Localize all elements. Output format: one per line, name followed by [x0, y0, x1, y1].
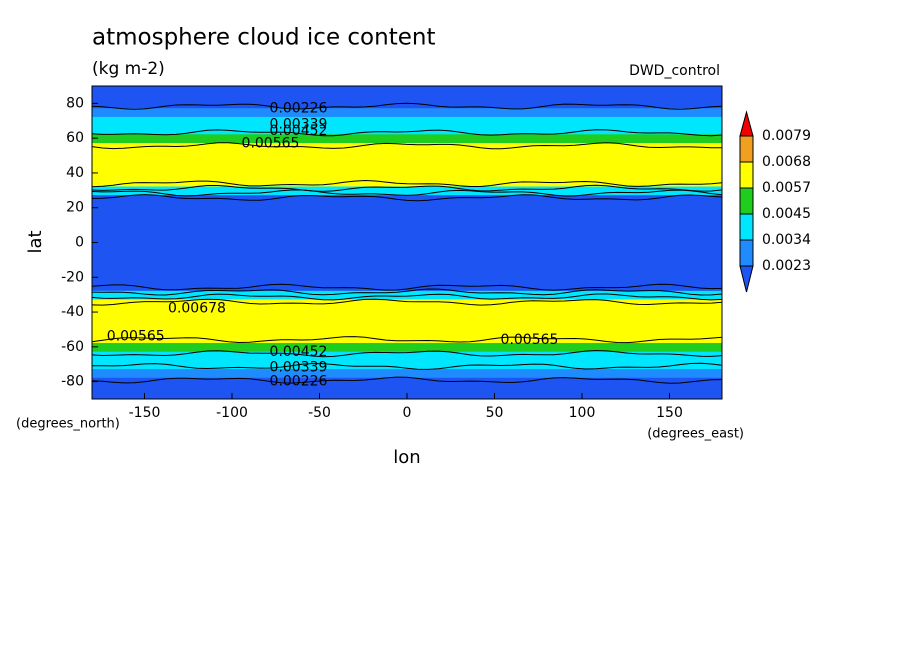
contour-line	[91, 293, 723, 301]
x-tick-label: 100	[569, 405, 596, 421]
colorbar-label: 0.0034	[762, 232, 811, 248]
contour-line	[91, 194, 723, 202]
field-band	[92, 159, 722, 170]
field-band	[92, 359, 722, 370]
contour-label: 0.00565	[242, 135, 300, 151]
x-units: (degrees_east)	[647, 427, 744, 442]
field-band	[92, 264, 722, 274]
field-band	[92, 229, 722, 239]
field-band	[92, 272, 722, 283]
contour-line	[91, 179, 723, 188]
contour-field: 0.002260.003390.004520.005650.006780.005…	[91, 86, 723, 400]
y-tick-label: -80	[61, 374, 84, 390]
field-band	[92, 203, 722, 213]
contour-label: 0.00226	[270, 374, 328, 390]
x-axis-label: lon	[393, 447, 420, 468]
field-band	[92, 238, 722, 248]
contour-line	[91, 102, 723, 110]
colorbar-label: 0.0068	[762, 154, 811, 170]
field-band	[92, 151, 722, 161]
contour-line	[91, 362, 723, 370]
y-tick-label: 80	[66, 95, 84, 111]
contour-label: 0.00339	[270, 116, 328, 132]
chart-subtitle: (kg m-2)	[92, 59, 165, 79]
colorbar-label: 0.0045	[762, 206, 811, 222]
field-band	[92, 220, 722, 230]
contour-line	[91, 184, 723, 192]
colorbar-segment	[739, 187, 754, 215]
field-band	[92, 177, 722, 187]
field-band	[92, 342, 722, 352]
field-band	[92, 142, 722, 152]
field-band	[92, 290, 722, 300]
contour-label: 0.00339	[270, 360, 328, 376]
contour-line	[91, 298, 723, 306]
x-tick-label: -150	[129, 405, 161, 421]
field-band	[92, 125, 722, 135]
field-band	[92, 212, 722, 222]
field-band	[92, 90, 722, 100]
y-tick-label: -60	[61, 339, 84, 355]
field-band	[92, 246, 722, 257]
field-band	[92, 255, 722, 265]
field-band	[92, 385, 722, 396]
contour-line	[91, 283, 723, 291]
contour-label: 0.00565	[107, 328, 165, 344]
contour-label: 0.00452	[270, 123, 328, 139]
colorbar-label: 0.0079	[762, 128, 811, 144]
field-band	[92, 307, 722, 317]
contour-label: 0.00452	[270, 344, 328, 360]
colorbar-label: 0.0057	[762, 180, 811, 196]
contour-line	[91, 129, 723, 137]
field-band	[92, 107, 722, 117]
contour-line	[91, 349, 723, 358]
contour-line	[91, 288, 723, 296]
x-tick-label: 50	[486, 405, 504, 421]
field-band	[92, 185, 722, 196]
chart-title: atmosphere cloud ice content	[92, 25, 435, 51]
colorbar-segment	[739, 161, 754, 189]
field-band	[92, 325, 722, 335]
y-tick-label: 40	[66, 165, 84, 181]
field-band	[92, 368, 722, 378]
x-tick-label: -50	[308, 405, 331, 421]
field-band	[92, 351, 722, 361]
field-band	[92, 168, 722, 178]
field-band	[92, 299, 722, 309]
colorbar-segment	[739, 135, 754, 163]
colorbar-segment	[739, 239, 754, 267]
field-band	[92, 194, 722, 204]
experiment-label: DWD_control	[629, 63, 720, 79]
y-tick-label: -40	[61, 304, 84, 320]
y-units: (degrees_north)	[16, 417, 120, 432]
y-axis-label: lat	[25, 230, 46, 253]
y-tick-label: -20	[61, 269, 84, 285]
field-band	[92, 86, 722, 91]
colorbar-label: 0.0023	[762, 258, 811, 274]
contour-label: 0.00226	[270, 101, 328, 117]
field-band	[92, 333, 722, 343]
field-band	[92, 116, 722, 126]
contour-line	[91, 142, 722, 150]
contour-label: 0.00678	[168, 301, 226, 317]
y-tick-label: 20	[66, 200, 84, 216]
field-band	[92, 281, 722, 291]
contour-line	[91, 336, 723, 344]
field-band	[92, 316, 722, 326]
field-band	[92, 377, 722, 387]
contour-line	[91, 376, 723, 384]
y-tick-label: 0	[75, 235, 84, 251]
field-band	[92, 133, 722, 144]
y-tick-label: 60	[66, 130, 84, 146]
colorbar-segment	[739, 213, 754, 241]
contour-label: 0.00565	[501, 332, 559, 348]
x-tick-label: 150	[656, 405, 683, 421]
x-tick-label: -100	[216, 405, 248, 421]
contour-line	[91, 189, 723, 197]
x-tick-label: 0	[403, 405, 412, 421]
